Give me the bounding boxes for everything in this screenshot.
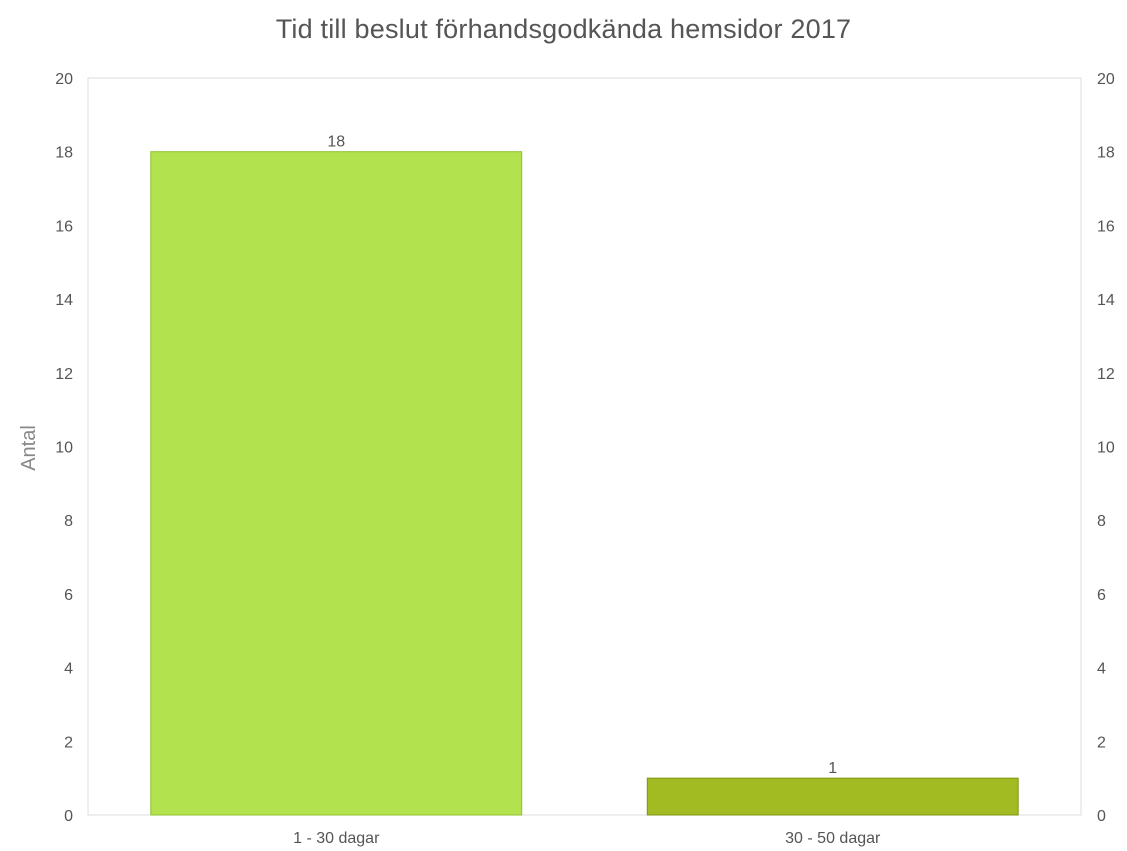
y-tick-label: 4: [64, 661, 73, 678]
plot-border: [87, 77, 1082, 816]
secondary-y-tick-label: 18: [1097, 145, 1115, 162]
secondary-y-tick-label: 12: [1097, 366, 1115, 383]
secondary-y-tick-label: 4: [1097, 661, 1106, 678]
data-labels: 18 1: [327, 134, 837, 777]
data-label: 1: [828, 760, 837, 777]
y-tick-label: 14: [55, 292, 73, 309]
chart-title: Tid till beslut förhandsgodkända hemsido…: [275, 14, 852, 44]
secondary-y-tick-label: 10: [1097, 440, 1115, 457]
y-tick-label: 16: [55, 218, 73, 235]
bar: [646, 777, 1019, 816]
x-axis-categories: 1 - 30 dagar 30 - 50 dagar: [293, 830, 881, 847]
secondary-y-tick-label: 20: [1097, 71, 1115, 88]
right-y-axis: 0 2 4 6 8 10 12 14 16 18 20: [1097, 71, 1115, 825]
data-label: 18: [327, 134, 345, 151]
y-tick-label: 20: [55, 71, 73, 88]
y-tick-label: 2: [64, 734, 73, 751]
y-tick-label: 12: [55, 366, 73, 383]
plot-frame: [87, 77, 1082, 816]
secondary-y-tick-label: 0: [1097, 808, 1106, 825]
x-category-label: 1 - 30 dagar: [293, 830, 380, 847]
y-tick-label: 8: [64, 513, 73, 530]
bar: [150, 151, 523, 816]
secondary-y-tick-label: 2: [1097, 734, 1106, 751]
secondary-y-tick-label: 6: [1097, 587, 1106, 604]
bars: [150, 151, 1019, 816]
secondary-y-tick-label: 14: [1097, 292, 1115, 309]
y-tick-label: 10: [55, 440, 73, 457]
y-tick-label: 18: [55, 145, 73, 162]
y-tick-label: 0: [64, 808, 73, 825]
secondary-y-tick-label: 8: [1097, 513, 1106, 530]
x-category-label: 30 - 50 dagar: [785, 830, 881, 847]
secondary-y-tick-label: 16: [1097, 218, 1115, 235]
left-y-axis: 0 2 4 6 8 10 12 14 16 18 20: [55, 71, 73, 825]
y-tick-label: 6: [64, 587, 73, 604]
y-axis-title: Antal: [18, 425, 40, 471]
